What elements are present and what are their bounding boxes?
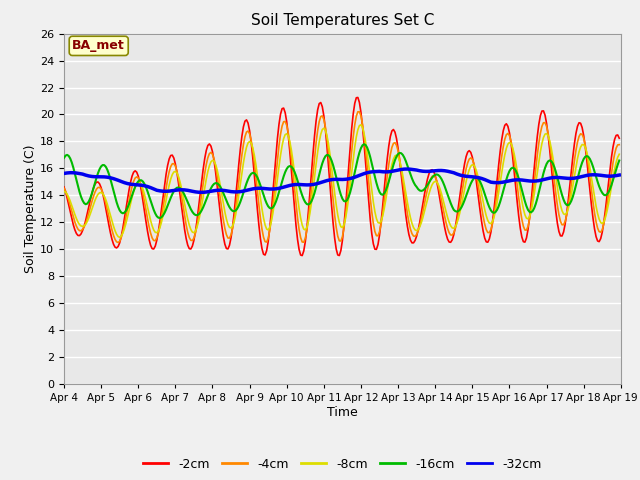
Text: BA_met: BA_met bbox=[72, 39, 125, 52]
Y-axis label: Soil Temperature (C): Soil Temperature (C) bbox=[24, 144, 37, 273]
X-axis label: Time: Time bbox=[327, 406, 358, 419]
Title: Soil Temperatures Set C: Soil Temperatures Set C bbox=[251, 13, 434, 28]
Legend: -2cm, -4cm, -8cm, -16cm, -32cm: -2cm, -4cm, -8cm, -16cm, -32cm bbox=[138, 453, 547, 476]
